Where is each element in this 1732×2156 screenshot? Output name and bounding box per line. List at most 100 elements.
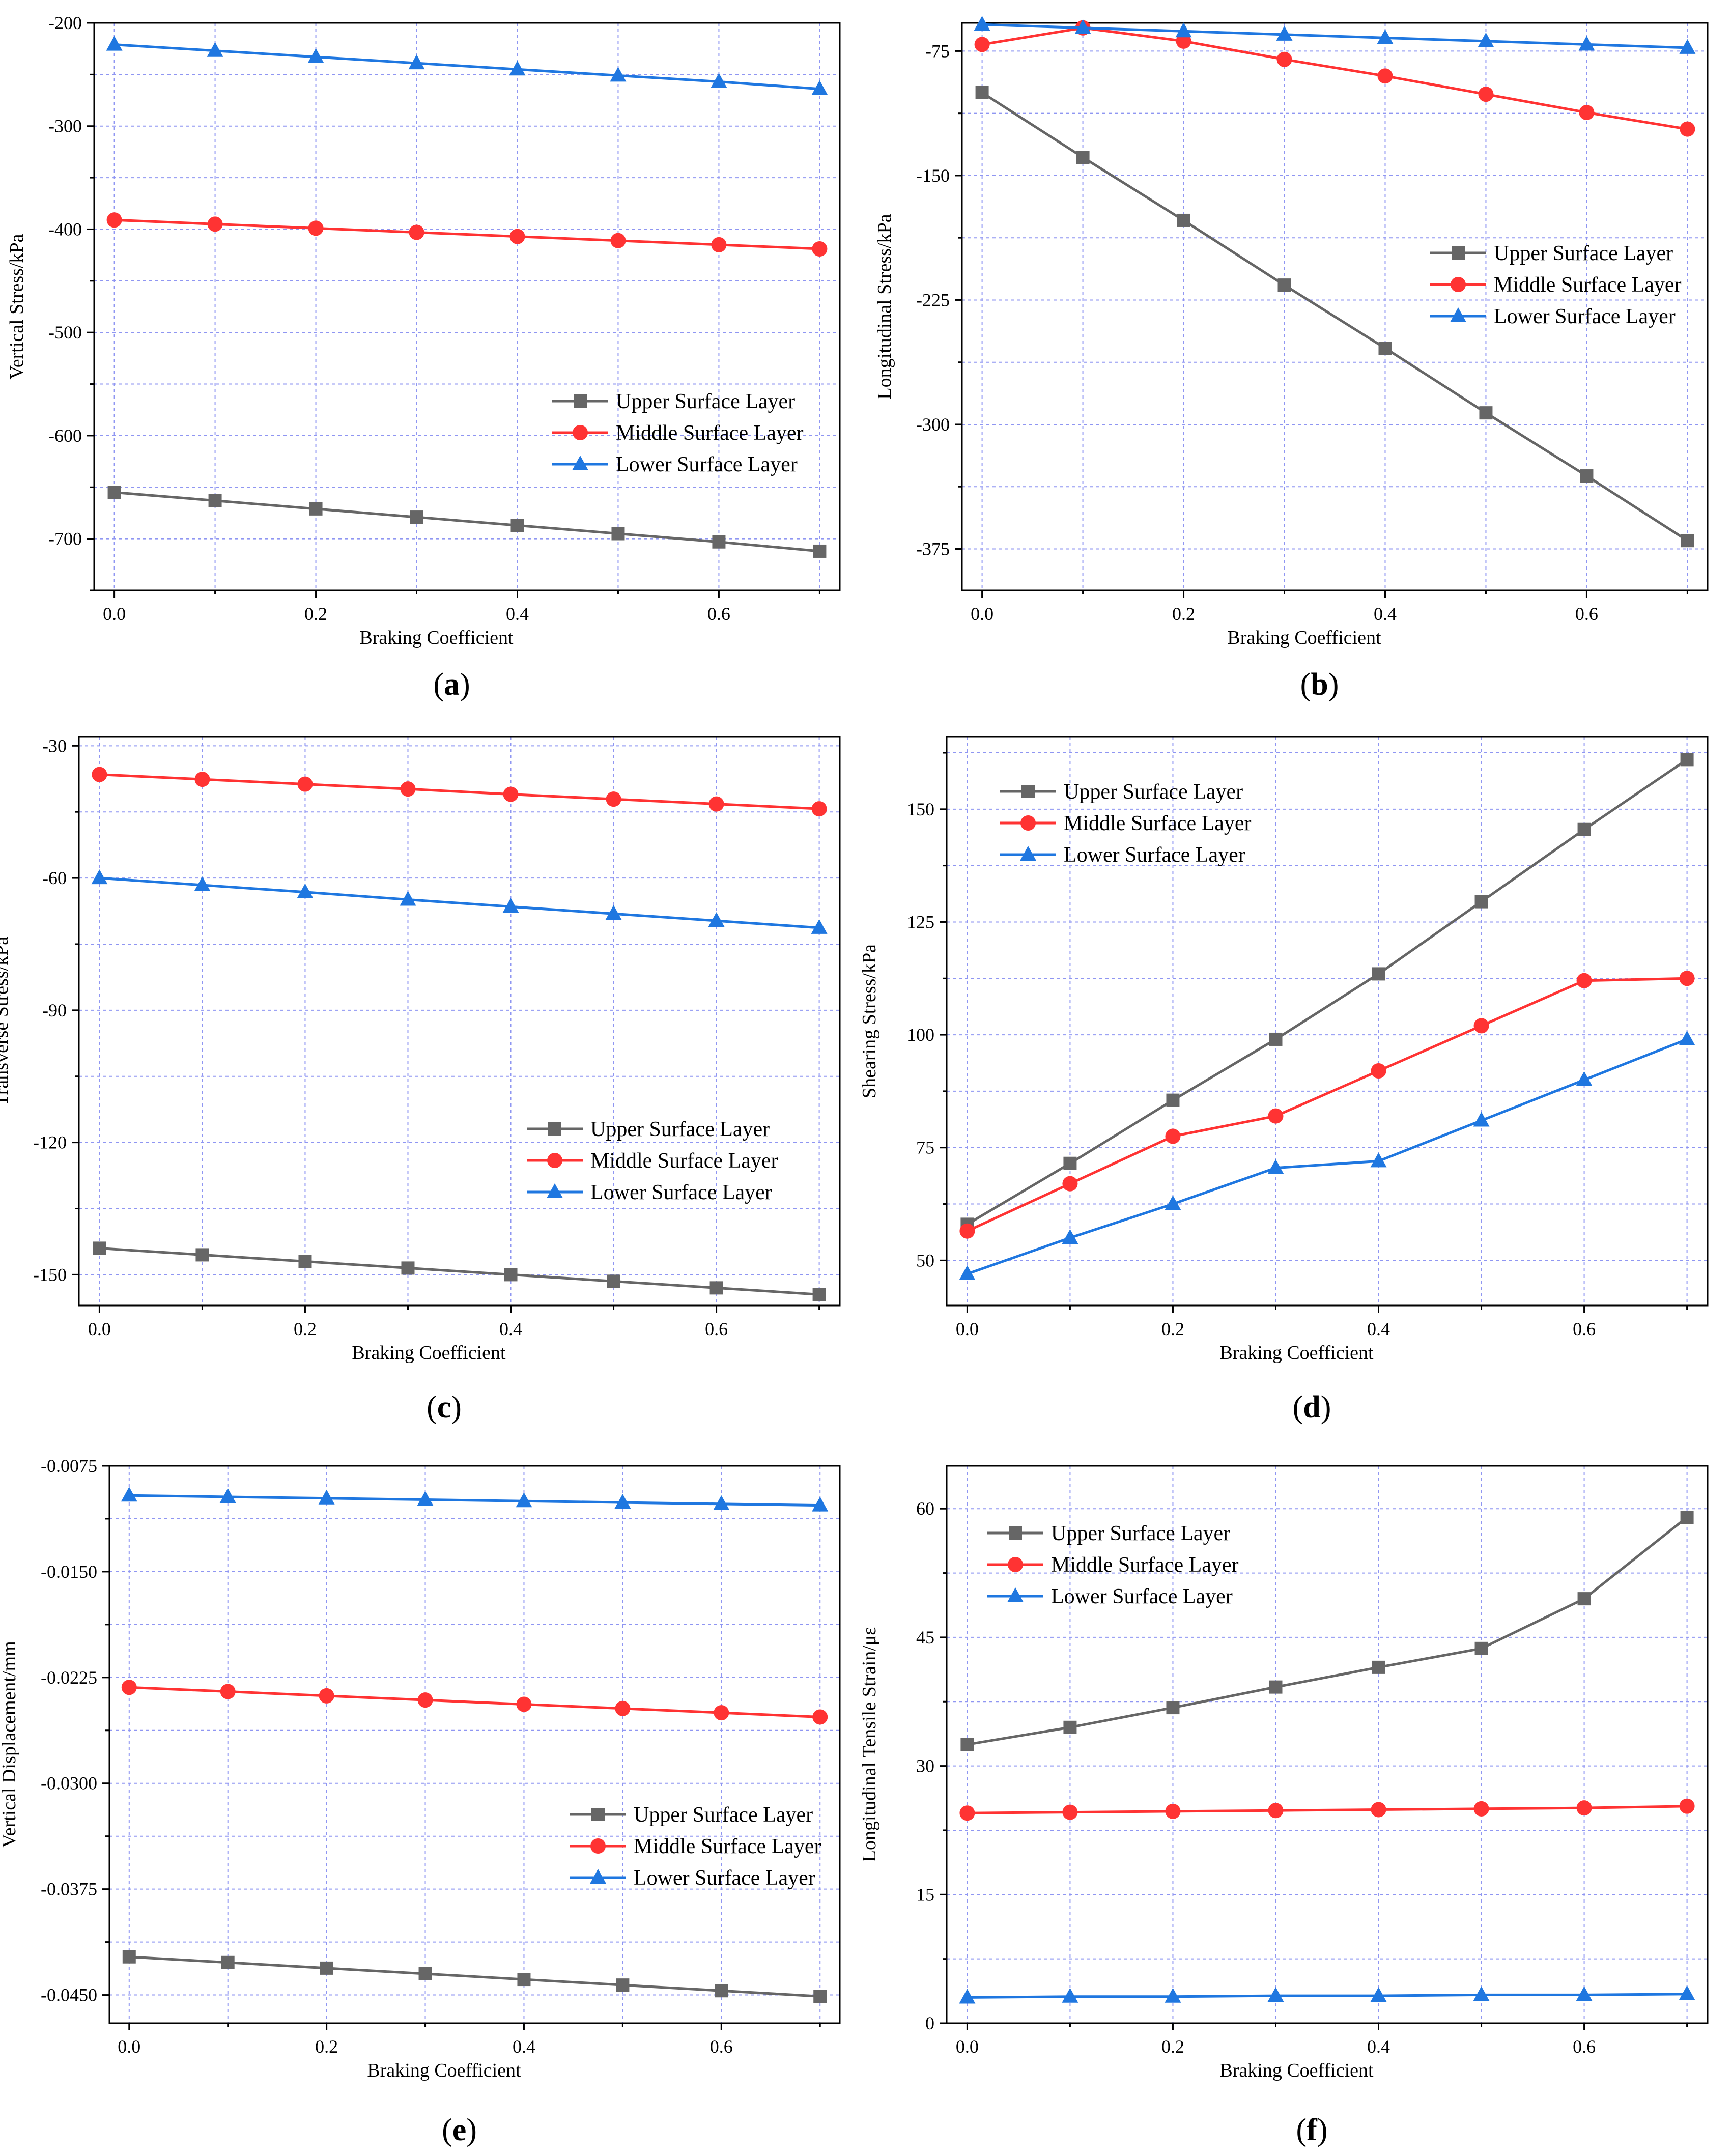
x-tick-label: 0.6 xyxy=(705,1319,728,1339)
data-point xyxy=(1474,1641,1488,1655)
series-line xyxy=(982,23,1688,49)
data-point xyxy=(1577,1592,1591,1606)
x-tick-label: 0.2 xyxy=(1161,1319,1184,1339)
data-point xyxy=(1578,36,1595,51)
series-line xyxy=(967,758,1688,1226)
data-point xyxy=(1479,406,1493,420)
chart-panel-a: 0.0 0.2 0.4 0.6 -700 -600 -500 -400 -300 -200 Brak… xyxy=(6,13,841,702)
data-point xyxy=(418,1967,432,1980)
y-axis-title: Longitudinal Tensile Strain/με xyxy=(859,1627,880,1862)
x-tick-label: 0.6 xyxy=(710,2036,733,2057)
data-point xyxy=(811,801,827,817)
x-axis-title: Braking Coefficient xyxy=(1227,627,1381,648)
x-tick-label: 0.4 xyxy=(1367,1319,1390,1339)
y-axis-title: Vertical Stress/kPa xyxy=(6,234,27,379)
legend-marker xyxy=(1451,277,1466,292)
data-point xyxy=(503,786,519,802)
data-point xyxy=(1165,1195,1181,1210)
data-point xyxy=(1268,1108,1284,1124)
x-tick-label: 0.4 xyxy=(1367,2036,1390,2057)
series-line xyxy=(99,876,819,929)
data-point xyxy=(1166,1093,1180,1107)
x-axis-title: Braking Coefficient xyxy=(1219,2060,1374,2081)
data-point xyxy=(1679,39,1696,54)
legend: Upper Surface Layer Middle Surface Layer L… xyxy=(570,1803,821,1890)
data-point xyxy=(1372,967,1385,981)
data-point xyxy=(711,73,727,88)
legend-entry: Upper Surface Layer xyxy=(1051,1522,1230,1545)
x-tick-label: 0.2 xyxy=(294,1319,317,1339)
data-point xyxy=(1576,1986,1593,2001)
data-point xyxy=(709,1281,723,1295)
y-tick-label: -0.0150 xyxy=(41,1562,97,1582)
data-point xyxy=(207,42,223,57)
legend-marker xyxy=(547,1153,562,1168)
y-axis-title: Vertical Displacement/mm xyxy=(0,1641,20,1848)
y-tick-label: 15 xyxy=(916,1884,934,1905)
data-point xyxy=(408,54,425,70)
x-tick-label: 0.0 xyxy=(956,2036,979,2057)
data-point xyxy=(1276,25,1293,41)
legend-entry: Middle Surface Layer xyxy=(1064,812,1252,835)
data-point xyxy=(713,1495,730,1510)
y-tick-label: -0.0075 xyxy=(41,1456,97,1476)
data-point xyxy=(1679,1798,1695,1814)
legend-marker xyxy=(1009,1526,1022,1540)
y-tick-label: 60 xyxy=(916,1498,934,1519)
data-point xyxy=(1473,1986,1490,2001)
legend: Upper Surface Layer Middle Surface Layer L… xyxy=(552,390,804,476)
y-tick-label: 30 xyxy=(916,1756,934,1776)
data-point xyxy=(106,36,123,51)
data-point xyxy=(400,891,416,906)
data-point xyxy=(106,212,122,228)
x-tick-label: 0.6 xyxy=(707,604,730,624)
data-point xyxy=(813,1990,827,2003)
data-point xyxy=(1165,1128,1181,1144)
data-point xyxy=(1680,121,1695,137)
series-line xyxy=(129,1686,820,1718)
data-point xyxy=(517,1973,531,1987)
legend-marker xyxy=(590,1838,606,1854)
x-tick-label: 0.0 xyxy=(88,1319,111,1339)
legend-marker xyxy=(547,1183,563,1198)
data-point xyxy=(959,1805,975,1821)
x-tick-label: 0.6 xyxy=(1573,1319,1596,1339)
data-point xyxy=(1473,1801,1489,1817)
y-tick-label: -150 xyxy=(33,1264,67,1285)
data-point xyxy=(1377,29,1394,44)
legend-entry: Lower Surface Layer xyxy=(616,453,798,476)
y-tick-label: -75 xyxy=(925,41,950,61)
y-tick-label: 0 xyxy=(925,2013,934,2033)
data-point xyxy=(1076,151,1090,164)
chart-panel-c: 0.0 0.2 0.4 0.6 -150 -120 -90 -60 -30 Braking Coe… xyxy=(0,735,841,1425)
data-point xyxy=(605,905,622,920)
data-point xyxy=(1062,1229,1078,1244)
data-point xyxy=(708,912,725,927)
data-point xyxy=(1681,534,1694,548)
data-point xyxy=(615,1700,631,1716)
data-point xyxy=(1371,1063,1386,1079)
plot-frame xyxy=(946,736,1709,1307)
data-point xyxy=(1679,971,1695,986)
x-tick-label: 0.4 xyxy=(499,1319,522,1339)
data-point xyxy=(1371,1802,1386,1818)
data-point xyxy=(811,80,828,95)
data-point xyxy=(1679,1985,1695,2000)
legend-entry: Middle Surface Layer xyxy=(1494,273,1682,297)
series-line xyxy=(982,26,1688,131)
chart-panel-d: 0.0 0.2 0.4 0.6 50 75 100 125 150 Braking Coeffic… xyxy=(859,736,1709,1425)
legend: Upper Surface Layer Middle Surface Layer L… xyxy=(1430,242,1682,328)
y-tick-label: 150 xyxy=(907,799,934,819)
data-point xyxy=(208,494,222,507)
data-point xyxy=(812,1288,826,1301)
legend-entry: Upper Surface Layer xyxy=(616,390,795,413)
legend: Upper Surface Layer Middle Surface Layer L… xyxy=(1000,780,1252,867)
data-point xyxy=(812,1709,828,1725)
legend-marker xyxy=(1007,1587,1024,1602)
legend-entry: Upper Surface Layer xyxy=(1494,242,1673,265)
x-tick-label: 0.4 xyxy=(1374,604,1397,624)
data-point xyxy=(1680,753,1694,767)
x-tick-label: 0.4 xyxy=(506,604,529,624)
y-tick-label: 125 xyxy=(907,912,934,932)
data-point xyxy=(121,1680,137,1695)
